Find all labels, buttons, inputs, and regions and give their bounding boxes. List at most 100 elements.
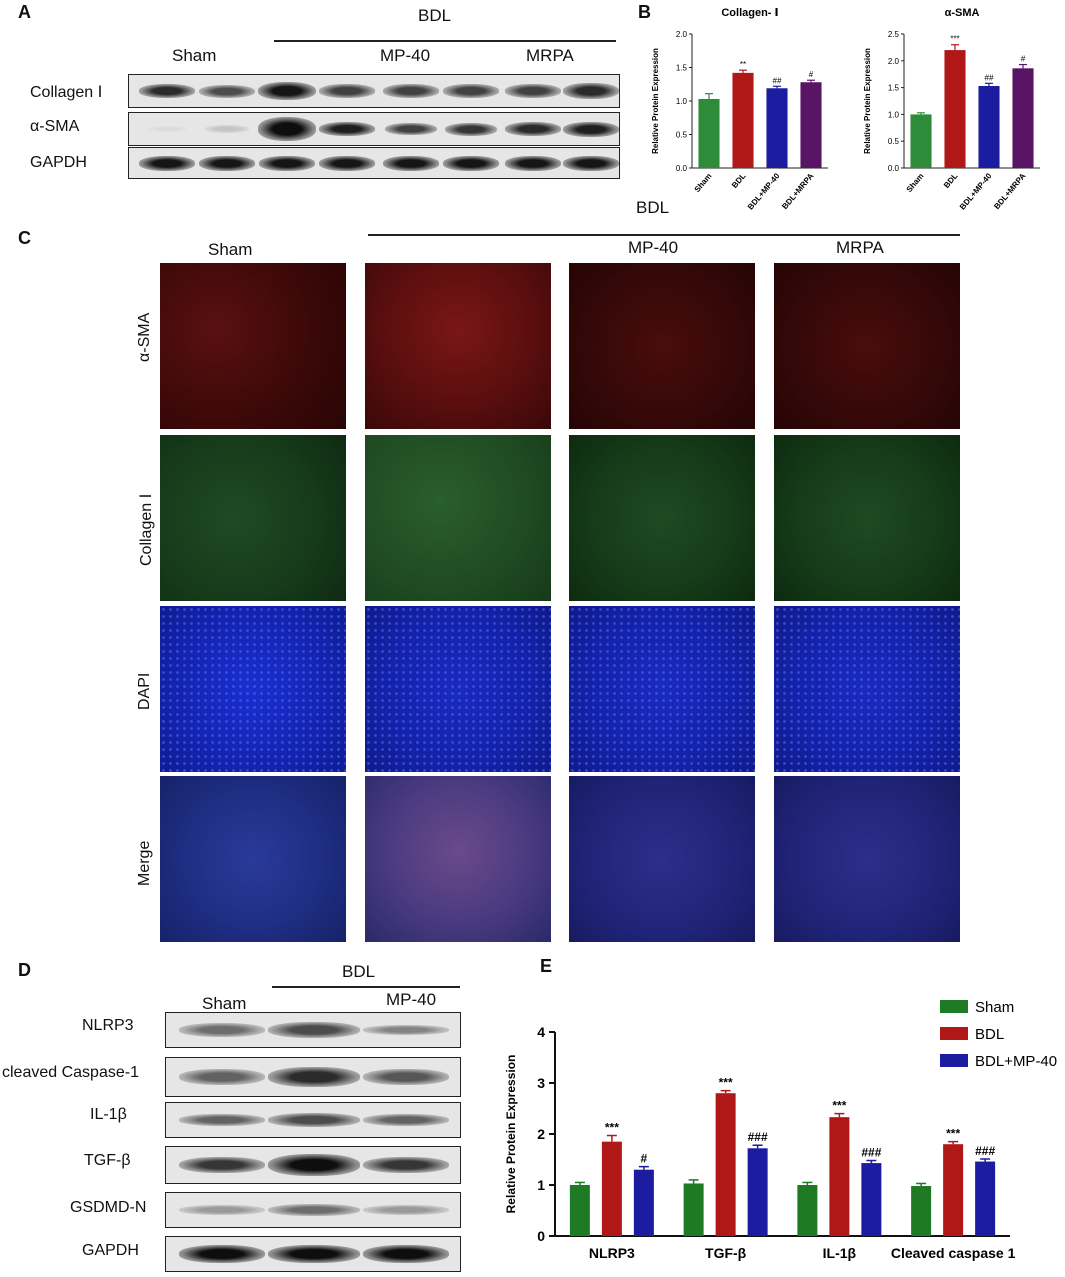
blot-d-band — [179, 1069, 265, 1085]
chart-e-significance: ### — [748, 1130, 768, 1144]
blot-d-label-gapdh: GAPDH — [82, 1242, 139, 1259]
collagen-chart-significance: ## — [773, 76, 782, 85]
panel-d-mp40-label: MP-40 — [386, 990, 437, 1009]
chart-e-category-label: TGF-β — [705, 1245, 747, 1261]
chart-e-legend-swatch — [940, 1027, 968, 1040]
asma-chart-bar — [978, 85, 1000, 168]
if-tile-asma-mp40 — [569, 263, 755, 429]
if-tile-merge-sham — [160, 776, 346, 942]
if-tile-dapi-bdl — [365, 606, 551, 772]
chart-e-significance: *** — [605, 1121, 619, 1135]
gapdh-band — [443, 155, 499, 171]
panel-c-row-dapi: DAPI — [136, 672, 153, 710]
asma-band — [385, 123, 437, 135]
panel-e-label: E — [540, 956, 553, 976]
chart-b-collagen: Collagen- Ⅰ Relative Protein Expression 0.… — [651, 7, 828, 212]
blot-d-row — [165, 1102, 461, 1138]
blot-d-label-nlrp3: NLRP3 — [82, 1017, 134, 1034]
panel-c-col-mrpa: MRPA — [836, 238, 884, 257]
blot-d-band — [179, 1114, 265, 1126]
blot-d-label-gsdmd: GSDMD-N — [70, 1199, 147, 1216]
chart-e-bar — [715, 1093, 736, 1236]
blot-d-band — [268, 1113, 360, 1127]
blot-a-label-collagen: Collagen Ⅰ — [30, 84, 103, 101]
asma-chart-bar — [944, 50, 966, 168]
blot-d-row — [165, 1057, 461, 1097]
blot-a-label-gapdh: GAPDH — [30, 154, 87, 171]
blot-d-band — [268, 1154, 360, 1176]
chart-e-ytick-label: 2 — [537, 1126, 545, 1142]
collagen-chart-ytick-label: 0.5 — [676, 131, 688, 140]
panel-c-row-collagen: Collagen Ⅰ — [138, 493, 155, 566]
panel-b-label: B — [638, 2, 651, 22]
if-tile-merge-mrpa — [774, 776, 960, 942]
blot-a-row-gapdh — [128, 147, 620, 179]
asma-chart-category-label: Sham — [905, 172, 926, 194]
blot-d-row — [165, 1012, 461, 1048]
asma-chart-ytick-label: 2.0 — [888, 57, 900, 66]
if-tile-dapi-mrpa — [774, 606, 960, 772]
collagen-chart-ytick-label: 0.0 — [676, 164, 688, 173]
panel-a-sham-label: Sham — [172, 46, 217, 65]
blot-d-band — [363, 1069, 449, 1085]
blot-d-band — [268, 1204, 360, 1216]
blot-d-label-il1b: IL-1β — [90, 1106, 127, 1123]
chart-e-legend-swatch — [940, 1054, 968, 1067]
asma-band — [319, 122, 375, 136]
blot-d-label-tgfb: TGF-β — [84, 1152, 131, 1169]
asma-chart-title: α-SMA — [945, 7, 980, 19]
panel-c-label: C — [18, 228, 31, 248]
blot-d-label-caspase: cleaved Caspase-1 — [2, 1064, 139, 1081]
if-tile-collagen-mrpa — [774, 435, 960, 601]
panel-a-bdl-line — [274, 40, 616, 42]
blot-d-band — [268, 1067, 360, 1087]
asma-chart-ytick-label: 1.0 — [888, 110, 900, 119]
if-tile-dapi-mp40 — [569, 606, 755, 772]
gapdh-band — [259, 155, 315, 171]
if-tile-collagen-mp40 — [569, 435, 755, 601]
gapdh-band — [319, 155, 375, 171]
blot-d-row — [165, 1192, 461, 1228]
if-tile-merge-bdl — [365, 776, 551, 942]
panel-c-col-mp40: MP-40 — [628, 238, 679, 257]
asma-chart-significance: *** — [950, 35, 959, 44]
collagen-chart-ytick-label: 1.5 — [676, 64, 688, 73]
asma-chart-category-label: BDL+MP-40 — [958, 171, 994, 211]
asma-chart-category-label: BDL+MRPA — [992, 171, 1027, 211]
blot-a-label-asma: α-SMA — [30, 118, 80, 135]
blot-a-row-collagen — [128, 74, 620, 108]
panel-d-sham-label: Sham — [202, 994, 247, 1013]
asma-band — [505, 122, 561, 136]
panel-a-mp40-label: MP-40 — [380, 46, 431, 65]
blot-d-band — [363, 1205, 449, 1215]
chart-e-category-label: NLRP3 — [589, 1245, 635, 1261]
if-tile-dapi-sham — [160, 606, 346, 772]
chart-e-bar — [601, 1141, 622, 1236]
blot-d-band — [363, 1114, 449, 1126]
chart-e-legend-swatch — [940, 1000, 968, 1013]
panel-a-label: A — [18, 2, 31, 22]
if-tile-collagen-sham — [160, 435, 346, 601]
chart-e-bar — [569, 1185, 590, 1236]
blot-d-band — [268, 1022, 360, 1038]
panel-a-bdl-label: BDL — [418, 6, 452, 25]
asma-band — [258, 117, 316, 141]
gapdh-band — [383, 155, 439, 171]
collagen-chart-bar — [766, 88, 788, 168]
if-tile-asma-bdl — [365, 263, 551, 429]
asma-chart-ytick-label: 0.0 — [888, 164, 900, 173]
gapdh-band — [199, 155, 255, 171]
collagen-chart-significance: ** — [740, 60, 746, 69]
panel-c-col-sham: Sham — [208, 240, 253, 259]
if-tile-asma-mrpa — [774, 263, 960, 429]
blot-d-band — [363, 1157, 449, 1173]
if-tile-collagen-bdl — [365, 435, 551, 601]
blot-d-band — [179, 1245, 265, 1263]
chart-e-bar — [861, 1163, 882, 1236]
chart-e-significance: *** — [719, 1076, 733, 1090]
chart-e-significance: ### — [861, 1146, 881, 1160]
collagen-chart-category-label: BDL+MRPA — [780, 171, 815, 211]
if-tile-merge-mp40 — [569, 776, 755, 942]
blot-d-band — [179, 1157, 265, 1173]
blot-a-row-asma — [128, 112, 620, 146]
